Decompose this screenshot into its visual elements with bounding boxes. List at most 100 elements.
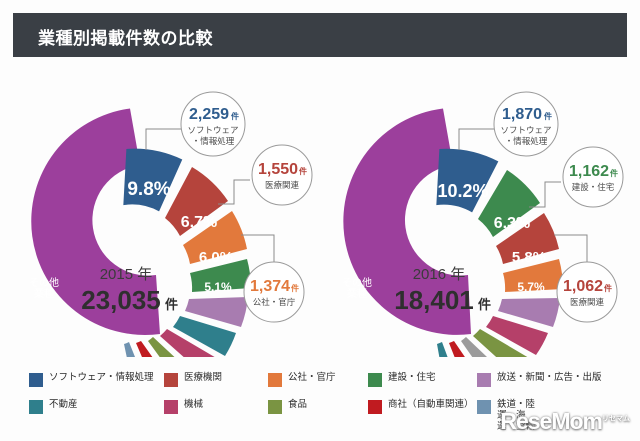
legend-item-trading[interactable]: 商社（自動車関連） — [368, 399, 474, 414]
center-unit-2016: 件 — [478, 297, 491, 312]
slice-broadcast-2016[interactable] — [498, 298, 560, 327]
slice-machine-2015[interactable] — [160, 329, 218, 357]
legend-item-transport[interactable]: 鉄道・陸運・海運・空輸 — [477, 399, 543, 432]
legend-item-software[interactable]: ソフトウェア・情報処理 — [29, 372, 154, 387]
pct-label-public-2016: 5.7% — [517, 280, 545, 294]
pct-label-construct-2015: 5.1% — [204, 280, 232, 294]
slice-transport-2015[interactable] — [124, 342, 151, 357]
slice-trading-2015[interactable] — [136, 341, 175, 357]
legend-label: 放送・新聞・広告・出版 — [497, 372, 602, 383]
pct-label-public-2015: 6.0% — [199, 249, 233, 266]
center-total-group-2015: 23,035 件 — [81, 285, 178, 315]
callout-medical-2016[interactable]: 1,062 件 医療関連 — [556, 261, 618, 323]
callout-construct-2016[interactable]: 1,162 件 建設・住宅 — [562, 146, 624, 208]
pct-label-medical-2016: 5.8% — [512, 249, 546, 266]
callout-circle — [556, 261, 618, 323]
slice-public-2016[interactable] — [503, 259, 564, 292]
callout-number: 1,550 — [258, 161, 298, 178]
callout-unit: 件 — [291, 283, 299, 293]
pct-label-software-2015: 9.8% — [127, 179, 170, 200]
callout-medical-2015[interactable]: 1,550 件 医療関連 — [251, 144, 313, 206]
legend-label: 商社（自動車関連） — [388, 399, 474, 410]
slice-group-2015 — [121, 147, 251, 357]
other-label-line2-2016: 業種 — [347, 287, 367, 300]
callout-circle — [562, 146, 624, 208]
pct-label-software-2016: 10.2% — [437, 181, 488, 201]
legend-swatch-icon — [268, 400, 282, 414]
callout-unit: 件 — [231, 111, 239, 121]
slice-trading-2016[interactable] — [449, 341, 486, 357]
slice-software-2016[interactable] — [434, 147, 500, 214]
center-year-2016: 2016 年 — [413, 266, 466, 283]
callout-circle — [493, 91, 559, 157]
center-year-2015: 2015 年 — [100, 266, 153, 283]
legend-item-medical[interactable]: 医療機関 — [164, 372, 222, 387]
legend-item-construct[interactable]: 建設・住宅 — [368, 372, 436, 387]
pct-label-medical-2015: 6.7% — [181, 214, 217, 231]
legend-item-realestate[interactable]: 不動産 — [29, 399, 78, 414]
callout-sub-line1: 医療関連 — [570, 297, 605, 307]
callout-sub-line1: 建設・住宅 — [572, 182, 615, 192]
slice-realestate-2016[interactable] — [437, 342, 462, 357]
charts-area: 9.8% 6.7% 6.0% 5.1% 2015 年 23,035 件 その他 … — [0, 62, 640, 357]
callout-number: 1,374 — [250, 278, 290, 295]
slice-medical-2016[interactable] — [496, 213, 559, 264]
donut-chart-2015: 9.8% 6.7% 6.0% 5.1% 2015 年 23,035 件 その他 … — [29, 91, 313, 357]
legend-label: 医療機関 — [184, 372, 223, 383]
pct-label-construct-2016: 6.3% — [494, 215, 530, 232]
slice-public-2015[interactable] — [183, 211, 247, 264]
legend-item-public[interactable]: 公社・官庁 — [268, 372, 336, 387]
slice-realestate-2015[interactable] — [173, 316, 236, 356]
watermark-superscript: リセマム — [602, 415, 630, 423]
callout-number: 1,162 — [569, 163, 609, 180]
legend-label: 鉄道・陸運・海運・空輸 — [497, 399, 536, 432]
leader-software-2016 — [458, 128, 497, 150]
callout-sub-line1: 公社・官庁 — [253, 297, 296, 307]
other-label-line1-2015: その他 — [29, 276, 59, 289]
legend-label: 公社・官庁 — [288, 372, 336, 383]
slice-machine-2016[interactable] — [486, 316, 548, 355]
leader-medical-2015 — [218, 179, 250, 205]
callout-sub-line1: ソフトウェア — [500, 125, 551, 135]
callout-software-2016[interactable]: 1,870 件 ソフトウェア ・情報処理 — [493, 91, 559, 157]
slice-construct-2015[interactable] — [190, 259, 251, 292]
watermark-text: ReseMom — [500, 408, 603, 434]
slice-food-2015[interactable] — [148, 337, 197, 357]
donut-chart-2016: 10.2% 6.3% 5.8% 5.7% 2016 年 18,401 件 その他… — [342, 91, 624, 357]
slice-broadcast-2015[interactable] — [185, 297, 248, 327]
callout-sub-line1: 医療関連 — [265, 180, 300, 190]
slice-software-2015[interactable] — [121, 147, 184, 213]
legend-item-machine[interactable]: 機械 — [164, 399, 203, 414]
callout-public-2015[interactable]: 1,374 件 公社・官庁 — [243, 261, 305, 323]
other-label-line1-2016: その他 — [342, 276, 372, 289]
legend-swatch-icon — [268, 373, 282, 387]
slice-construct-2016[interactable] — [478, 170, 540, 237]
slice-food-2016[interactable] — [473, 329, 529, 357]
legend-swatch-icon — [164, 400, 178, 414]
slice-group-2016 — [434, 147, 564, 357]
legend-item-broadcast[interactable]: 放送・新聞・広告・出版 — [477, 372, 602, 387]
leader-construct-2016 — [529, 181, 561, 208]
callout-sub-line2: ・情報処理 — [192, 136, 235, 146]
header-band — [13, 13, 627, 57]
callout-software-2015[interactable]: 2,259 件 ソフトウェア ・情報処理 — [180, 91, 246, 157]
callout-sub-line2: ・情報処理 — [505, 136, 548, 146]
center-total-2015: 23,035 — [81, 285, 161, 315]
callout-unit: 件 — [610, 168, 618, 178]
legend-item-food[interactable]: 食品 — [268, 399, 307, 414]
callout-circle — [180, 91, 246, 157]
callout-number: 1,062 — [563, 278, 603, 295]
watermark-resemom: ReseMomリセマム — [500, 408, 630, 435]
callout-number: 1,870 — [502, 106, 542, 123]
slice-gray-2016[interactable] — [461, 337, 508, 357]
center-total-2016: 18,401 — [394, 285, 474, 315]
center-unit-2015: 件 — [165, 297, 178, 312]
legend-label: 食品 — [288, 399, 308, 410]
page-title: 業種別掲載件数の比較 — [38, 29, 213, 48]
callout-unit: 件 — [299, 166, 307, 176]
leader-software-2015 — [145, 128, 184, 150]
legend: ソフトウェア・情報処理 医療機関 公社・官庁 建設・住宅 放送・新聞・広告・出版… — [0, 360, 640, 432]
callout-sub-line1: ソフトウェア — [187, 125, 238, 135]
slice-medical-2015[interactable] — [165, 167, 228, 236]
